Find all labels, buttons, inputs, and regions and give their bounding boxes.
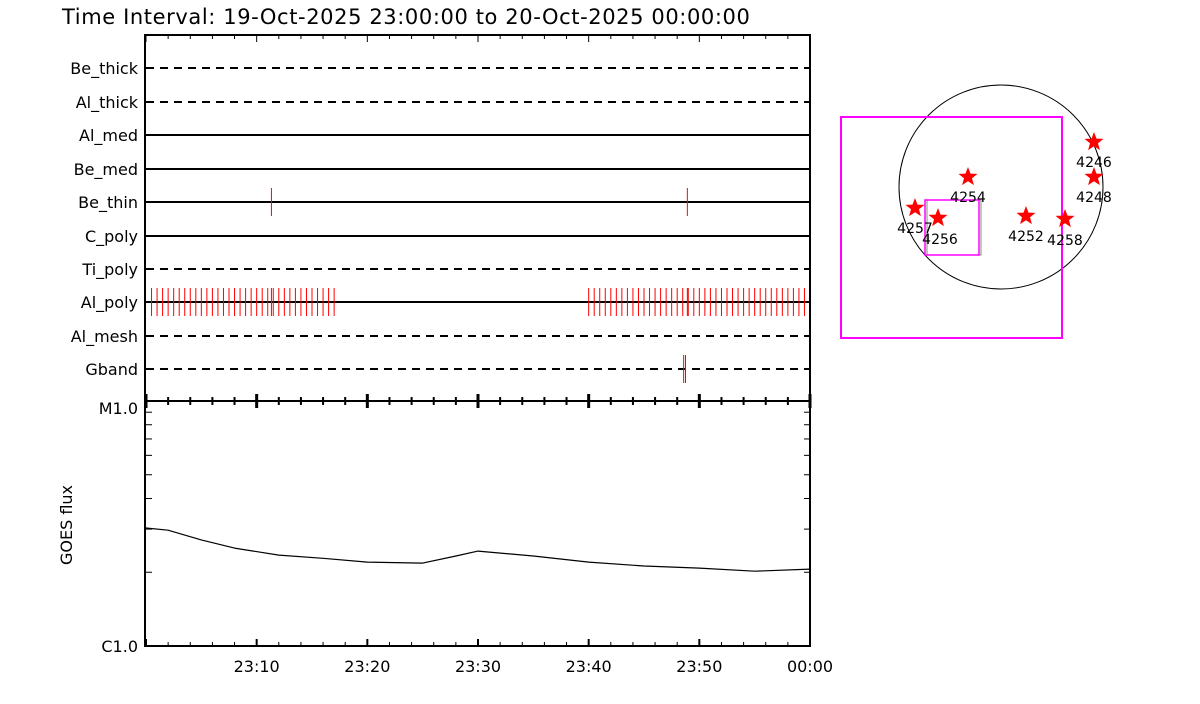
filter-label: Ti_poly — [81, 260, 138, 280]
filter-row-gband: Gband — [85, 355, 810, 383]
filter-row-be_med: Be_med — [74, 160, 810, 180]
solar-limb — [898, 84, 1104, 290]
filter-label: Be_med — [74, 160, 138, 180]
xrt-fov-large — [840, 116, 1063, 339]
time-tick-label: 23:10 — [234, 657, 280, 676]
filter-label: Be_thick — [70, 59, 138, 79]
active-region-label: 4252 — [1008, 229, 1044, 245]
goes-frame — [144, 400, 811, 647]
filter-label: Al_med — [79, 126, 138, 146]
filter-label: Gband — [85, 360, 138, 379]
star-icon — [928, 208, 948, 227]
filter-row-al_poly: Al_poly — [81, 288, 810, 316]
active-region-4257: 4257 — [897, 198, 933, 237]
filter-label: Al_poly — [81, 293, 138, 313]
star-icon — [1055, 209, 1075, 228]
filter-row-be_thick: Be_thick — [70, 59, 810, 79]
time-tick-label: 23:50 — [676, 657, 722, 676]
active-region-4256: 4256 — [922, 208, 958, 248]
filter-row-ti_poly: Ti_poly — [81, 260, 810, 280]
time-tick-label: 23:30 — [455, 657, 501, 676]
filter-row-al_thick: Al_thick — [76, 93, 810, 113]
filter-label: C_poly — [85, 227, 138, 247]
filter-row-c_poly: C_poly — [85, 227, 810, 247]
active-region-label: 4246 — [1076, 155, 1112, 171]
goes-flux-panel: 23:10 23:20 23:30 23:40 23:50 00:00 M1.0 C1.0 GO… — [57, 394, 833, 676]
star-icon — [1084, 167, 1104, 186]
star-icon — [1084, 132, 1104, 151]
filter-row-al_med: Al_med — [79, 126, 810, 146]
star-icon — [958, 167, 978, 186]
filter-label: Al_mesh — [71, 327, 138, 347]
filter-row-be_thin: Be_thin — [78, 188, 810, 216]
timeline-frame — [144, 34, 811, 402]
active-region-label: 4257 — [897, 221, 933, 237]
filter-timeline-panel: Be_thick Al_thick Al_med Be_med Be_thin C_pol… — [70, 34, 811, 402]
active-region-4254: 4254 — [950, 167, 986, 206]
filter-label: Be_thin — [78, 193, 138, 213]
active-region-label: 4254 — [950, 190, 986, 206]
flux-axis-label: GOES flux — [57, 485, 76, 565]
time-interval-title: Time Interval: 19-Oct-2025 23:00:00 to 2… — [61, 5, 750, 29]
active-region-label: 4248 — [1076, 190, 1112, 206]
filter-label: Al_thick — [76, 93, 139, 113]
goes-flux-line — [145, 527, 811, 572]
star-icon — [1016, 206, 1036, 225]
time-tick-label: 00:00 — [787, 657, 833, 676]
flux-tick-label-bottom: C1.0 — [101, 637, 138, 656]
filter-row-al_mesh: Al_mesh — [71, 327, 810, 347]
active-region-4246: 4246 — [1076, 132, 1112, 171]
time-tick-label: 23:40 — [566, 657, 612, 676]
xrt-fov-small — [924, 199, 980, 256]
active-region-4252: 4252 — [1008, 206, 1044, 245]
active-region-4248: 4248 — [1076, 167, 1112, 206]
active-region-label: 4258 — [1047, 233, 1083, 249]
flux-tick-label-top: M1.0 — [99, 399, 138, 418]
active-region-4258: 4258 — [1047, 209, 1083, 249]
active-region-label: 4256 — [922, 232, 958, 248]
time-tick-label: 23:20 — [344, 657, 390, 676]
star-icon — [905, 198, 925, 217]
